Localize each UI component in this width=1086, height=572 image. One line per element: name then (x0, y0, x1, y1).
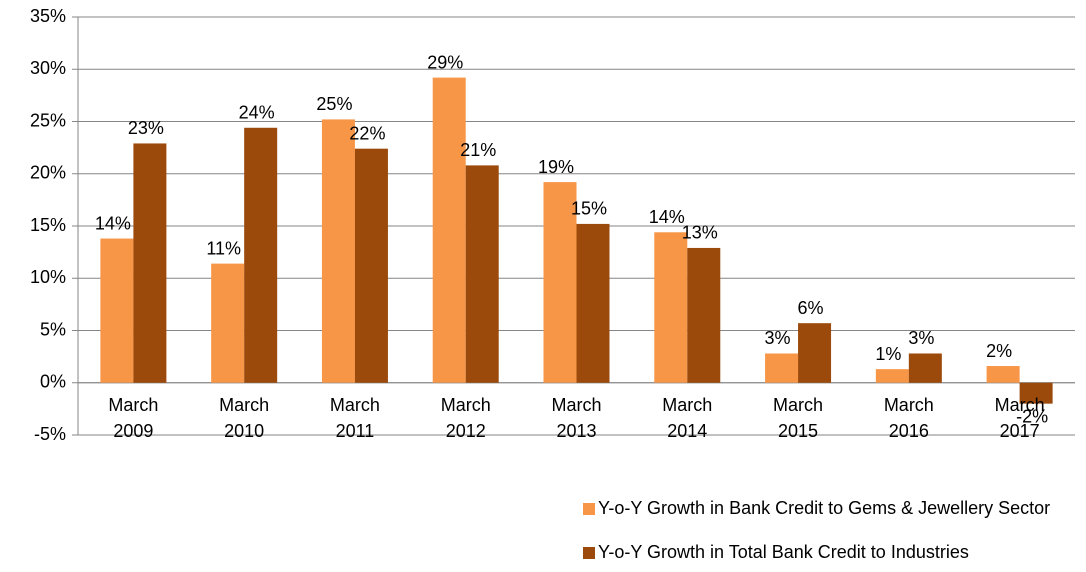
data-label: 23% (128, 118, 164, 138)
data-label: 14% (95, 213, 131, 233)
bar (798, 323, 832, 383)
bar (211, 263, 245, 383)
x-tick-label: March 2009 (108, 394, 159, 441)
data-label: 15% (571, 199, 607, 219)
bar (354, 148, 388, 383)
x-tick-label: March 2015 (773, 394, 824, 441)
data-label: 21% (460, 140, 496, 160)
data-label: 19% (538, 157, 574, 177)
bar (576, 223, 610, 383)
legend-swatch (583, 547, 595, 559)
y-tick-label: 30% (30, 58, 66, 78)
bar (765, 353, 799, 383)
x-tick-label: March 2014 (662, 394, 713, 441)
bar (100, 238, 134, 383)
bar (465, 165, 499, 383)
x-tick-label: March 2012 (440, 394, 491, 441)
data-label: 3% (908, 328, 934, 348)
bar (986, 366, 1020, 383)
y-tick-label: 10% (30, 267, 66, 287)
bar (543, 182, 577, 383)
data-label: 22% (349, 123, 385, 143)
data-label: 11% (206, 238, 241, 258)
data-label: 14% (649, 207, 685, 227)
data-label: 29% (427, 52, 463, 72)
data-label: 2% (986, 341, 1012, 361)
legend-label: Y-o-Y Growth in Total Bank Credit to Ind… (598, 542, 969, 562)
bar (321, 119, 355, 383)
y-tick-label: 25% (30, 110, 66, 130)
data-label: 24% (239, 103, 275, 123)
bar (875, 369, 909, 383)
y-tick-label: -5% (34, 424, 66, 444)
data-label: 25% (316, 94, 352, 114)
data-label: 13% (682, 223, 718, 243)
x-tick-label: March 2013 (551, 394, 602, 441)
y-tick-label: 0% (40, 372, 66, 392)
bar (432, 77, 466, 383)
bar (244, 127, 278, 383)
x-tick-label: March 2011 (329, 394, 380, 441)
y-tick-label: 15% (30, 215, 66, 235)
data-label: 3% (765, 328, 791, 348)
bar (654, 232, 688, 383)
bar (687, 247, 721, 383)
data-label: -2% (1016, 406, 1048, 426)
x-tick-label: March 2017 (994, 394, 1045, 441)
data-label: 1% (875, 344, 901, 364)
y-tick-label: 20% (30, 163, 66, 183)
bar (1019, 382, 1053, 404)
bar (133, 143, 167, 383)
legend-swatch (583, 503, 595, 515)
legend-label: Y-o-Y Growth in Bank Credit to Gems & Je… (598, 498, 1050, 518)
y-tick-label: 35% (30, 6, 66, 26)
y-tick-label: 5% (40, 319, 66, 339)
bar (908, 353, 942, 383)
x-tick-label: March 2010 (219, 394, 270, 441)
x-tick-label: March 2016 (883, 394, 934, 441)
data-label: 6% (798, 298, 824, 318)
